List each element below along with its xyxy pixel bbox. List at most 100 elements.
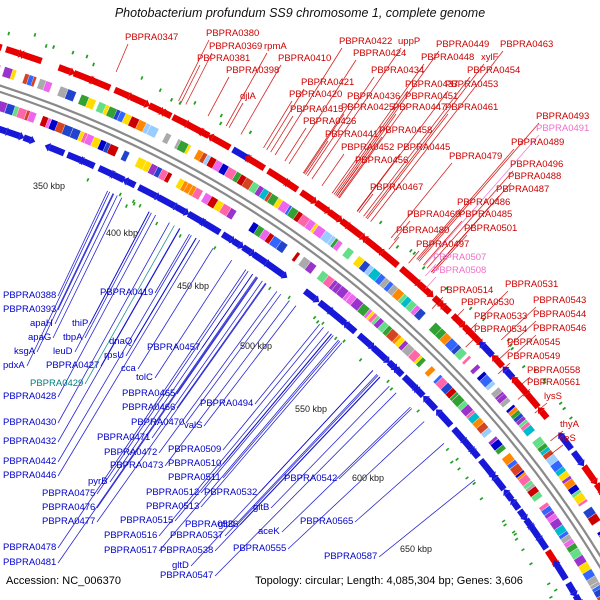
gene-label-leuD[interactable]: leuD: [53, 346, 73, 357]
gene-label-PBPRA0509[interactable]: PBPRA0509: [168, 444, 222, 455]
gene-label-tolC[interactable]: tolC: [136, 372, 153, 383]
gene-label-PBPRA0542[interactable]: PBPRA0542: [284, 473, 338, 484]
gene-label-PBPRA0491[interactable]: PBPRA0491: [536, 123, 590, 134]
gene-label-apaG[interactable]: apaG: [28, 332, 52, 343]
gene-label-PBPRA0428[interactable]: PBPRA0428: [3, 391, 57, 402]
gene-label-PBPRA0381[interactable]: PBPRA0381: [197, 53, 251, 64]
gene-label-apaH[interactable]: apaH: [30, 318, 53, 329]
gene-label-PBPRA0473[interactable]: PBPRA0473: [110, 460, 164, 471]
gene-label-ileS[interactable]: ileS: [560, 433, 576, 444]
gene-label-PBPRA0429[interactable]: PBPRA0429: [30, 378, 84, 389]
gene-label-gltD[interactable]: gltD: [218, 519, 235, 530]
gene-label-PBPRA0480[interactable]: PBPRA0480: [396, 225, 450, 236]
gene-label-PBPRA0426[interactable]: PBPRA0426: [303, 116, 357, 127]
gene-label-PBPRA0415[interactable]: PBPRA0415: [290, 104, 344, 115]
gene-label-rpsU[interactable]: rpsU: [104, 350, 125, 361]
gene-label-PBPRA0467[interactable]: PBPRA0467: [370, 182, 424, 193]
gene-label-PBPRA0512[interactable]: PBPRA0512: [146, 487, 200, 498]
gene-label-xylF[interactable]: xylF: [481, 52, 499, 63]
gene-label-PBPRA0437[interactable]: PBPRA0437: [405, 79, 459, 90]
gene-label-gltD[interactable]: gltD: [172, 560, 189, 571]
gene-label-PBPRA0476[interactable]: PBPRA0476: [42, 502, 96, 513]
gene-label-PBPRA0422[interactable]: PBPRA0422: [339, 36, 393, 47]
gene-label-pyrB[interactable]: pyrB: [88, 476, 108, 487]
gene-label-PBPRA0537[interactable]: PBPRA0537: [170, 530, 224, 541]
gene-label-gltB[interactable]: gltB: [253, 502, 270, 513]
gene-label-PBPRA0448[interactable]: PBPRA0448: [421, 52, 475, 63]
gene-label-PBPRA0478[interactable]: PBPRA0478: [3, 542, 57, 553]
gene-label-PBPRA0561[interactable]: PBPRA0561: [527, 377, 581, 388]
gene-label-PBPRA0494[interactable]: PBPRA0494: [200, 398, 254, 409]
gene-label-PBPRA0457[interactable]: PBPRA0457: [147, 342, 201, 353]
gene-label-PBPRA0516[interactable]: PBPRA0516: [104, 530, 158, 541]
gene-label-PBPRA0425[interactable]: PBPRA0425: [341, 102, 395, 113]
gene-label-PBPRA0546[interactable]: PBPRA0546: [533, 323, 587, 334]
gene-label-PBPRA0466[interactable]: PBPRA0466: [122, 402, 176, 413]
gene-label-PBPRA0430[interactable]: PBPRA0430: [3, 417, 57, 428]
gene-label-PBPRA0421[interactable]: PBPRA0421: [301, 77, 355, 88]
gene-label-PBPRA0486[interactable]: PBPRA0486: [457, 197, 511, 208]
gene-label-lysS[interactable]: lysS: [544, 391, 562, 402]
gene-label-PBPRA0515[interactable]: PBPRA0515: [120, 515, 174, 526]
gene-label-PBPRA0461[interactable]: PBPRA0461: [445, 102, 499, 113]
gene-label-PBPRA0555[interactable]: PBPRA0555: [233, 543, 287, 554]
gene-label-PBPRA0420[interactable]: PBPRA0420: [289, 89, 343, 100]
gene-label-PBPRA0531[interactable]: PBPRA0531: [505, 279, 559, 290]
gene-label-PBPRA0497[interactable]: PBPRA0497: [416, 239, 470, 250]
gene-label-PBPRA0458[interactable]: PBPRA0458: [379, 125, 433, 136]
gene-label-PBPRA0533[interactable]: PBPRA0533: [474, 311, 528, 322]
gene-label-PBPRA0508[interactable]: PBPRA0508: [433, 265, 487, 276]
gene-label-dnaQ[interactable]: dnaQ: [109, 336, 133, 347]
gene-label-PBPRA0436[interactable]: PBPRA0436: [347, 91, 401, 102]
gene-label-PBPRA0481[interactable]: PBPRA0481: [3, 557, 57, 568]
gene-label-PBPRA0514[interactable]: PBPRA0514: [440, 285, 494, 296]
gene-label-PBPRA0424[interactable]: PBPRA0424: [353, 48, 407, 59]
gene-label-djlA[interactable]: djlA: [240, 91, 256, 102]
gene-label-PBPRA0513[interactable]: PBPRA0513: [146, 501, 200, 512]
gene-label-PBPRA0545[interactable]: PBPRA0545: [507, 337, 561, 348]
gene-label-cca[interactable]: cca: [121, 363, 136, 374]
gene-label-PBPRA0388[interactable]: PBPRA0388: [3, 290, 57, 301]
gene-label-PBPRA0463[interactable]: PBPRA0463: [500, 39, 554, 50]
gene-label-PBPRA0534[interactable]: PBPRA0534: [474, 324, 528, 335]
gene-label-PBPRA0587[interactable]: PBPRA0587: [324, 551, 378, 562]
gene-label-PBPRA0410[interactable]: PBPRA0410: [278, 53, 332, 64]
gene-label-PBPRA0565[interactable]: PBPRA0565: [300, 516, 354, 527]
gene-label-ksgA[interactable]: ksgA: [14, 346, 36, 357]
gene-label-PBPRA0493[interactable]: PBPRA0493: [536, 111, 590, 122]
gene-label-uppP[interactable]: uppP: [398, 36, 421, 47]
gene-label-PBPRA0517[interactable]: PBPRA0517: [104, 545, 158, 556]
gene-label-PBPRA0447[interactable]: PBPRA0447: [393, 102, 447, 113]
gene-label-PBPRA0543[interactable]: PBPRA0543: [533, 295, 587, 306]
gene-label-thiP[interactable]: thiP: [72, 318, 89, 329]
gene-label-PBPRA0449[interactable]: PBPRA0449: [436, 39, 490, 50]
gene-label-rpmA[interactable]: rpmA: [264, 41, 287, 52]
gene-label-thyA[interactable]: thyA: [560, 419, 580, 430]
gene-label-PBPRA0469[interactable]: PBPRA0469: [407, 209, 461, 220]
gene-label-PBPRA0489[interactable]: PBPRA0489: [511, 137, 565, 148]
gene-label-tbpA[interactable]: tbpA: [63, 332, 83, 343]
gene-label-PBPRA0485[interactable]: PBPRA0485: [459, 209, 513, 220]
gene-label-PBPRA0479[interactable]: PBPRA0479: [449, 151, 503, 162]
gene-label-PBPRA0452[interactable]: PBPRA0452: [341, 142, 395, 153]
gene-label-PBPRA0380[interactable]: PBPRA0380: [206, 28, 260, 39]
gene-label-PBPRA0465[interactable]: PBPRA0465: [122, 388, 176, 399]
gene-label-pdxA[interactable]: pdxA: [3, 360, 25, 371]
gene-label-PBPRA0530[interactable]: PBPRA0530: [461, 297, 515, 308]
gene-label-PBPRA0419[interactable]: PBPRA0419: [100, 287, 154, 298]
gene-label-PBPRA0472[interactable]: PBPRA0472: [104, 447, 158, 458]
gene-label-PBPRA0544[interactable]: PBPRA0544: [533, 309, 587, 320]
gene-label-PBPRA0427[interactable]: PBPRA0427: [46, 360, 100, 371]
gene-label-PBPRA0369[interactable]: PBPRA0369: [209, 41, 263, 52]
gene-label-PBPRA0510[interactable]: PBPRA0510: [168, 458, 222, 469]
gene-label-PBPRA0532[interactable]: PBPRA0532: [204, 487, 258, 498]
gene-label-PBPRA0432[interactable]: PBPRA0432: [3, 436, 57, 447]
gene-label-PBPRA0451[interactable]: PBPRA0451: [405, 91, 459, 102]
gene-label-PBPRA0475[interactable]: PBPRA0475: [42, 488, 96, 499]
gene-label-valS[interactable]: valS: [184, 420, 203, 431]
gene-label-PBPRA0453[interactable]: PBPRA0453: [445, 79, 499, 90]
gene-label-PBPRA0511[interactable]: PBPRA0511: [168, 472, 221, 483]
gene-label-PBPRA0442[interactable]: PBPRA0442: [3, 456, 57, 467]
gene-label-PBPRA0547[interactable]: PBPRA0547: [160, 570, 214, 581]
